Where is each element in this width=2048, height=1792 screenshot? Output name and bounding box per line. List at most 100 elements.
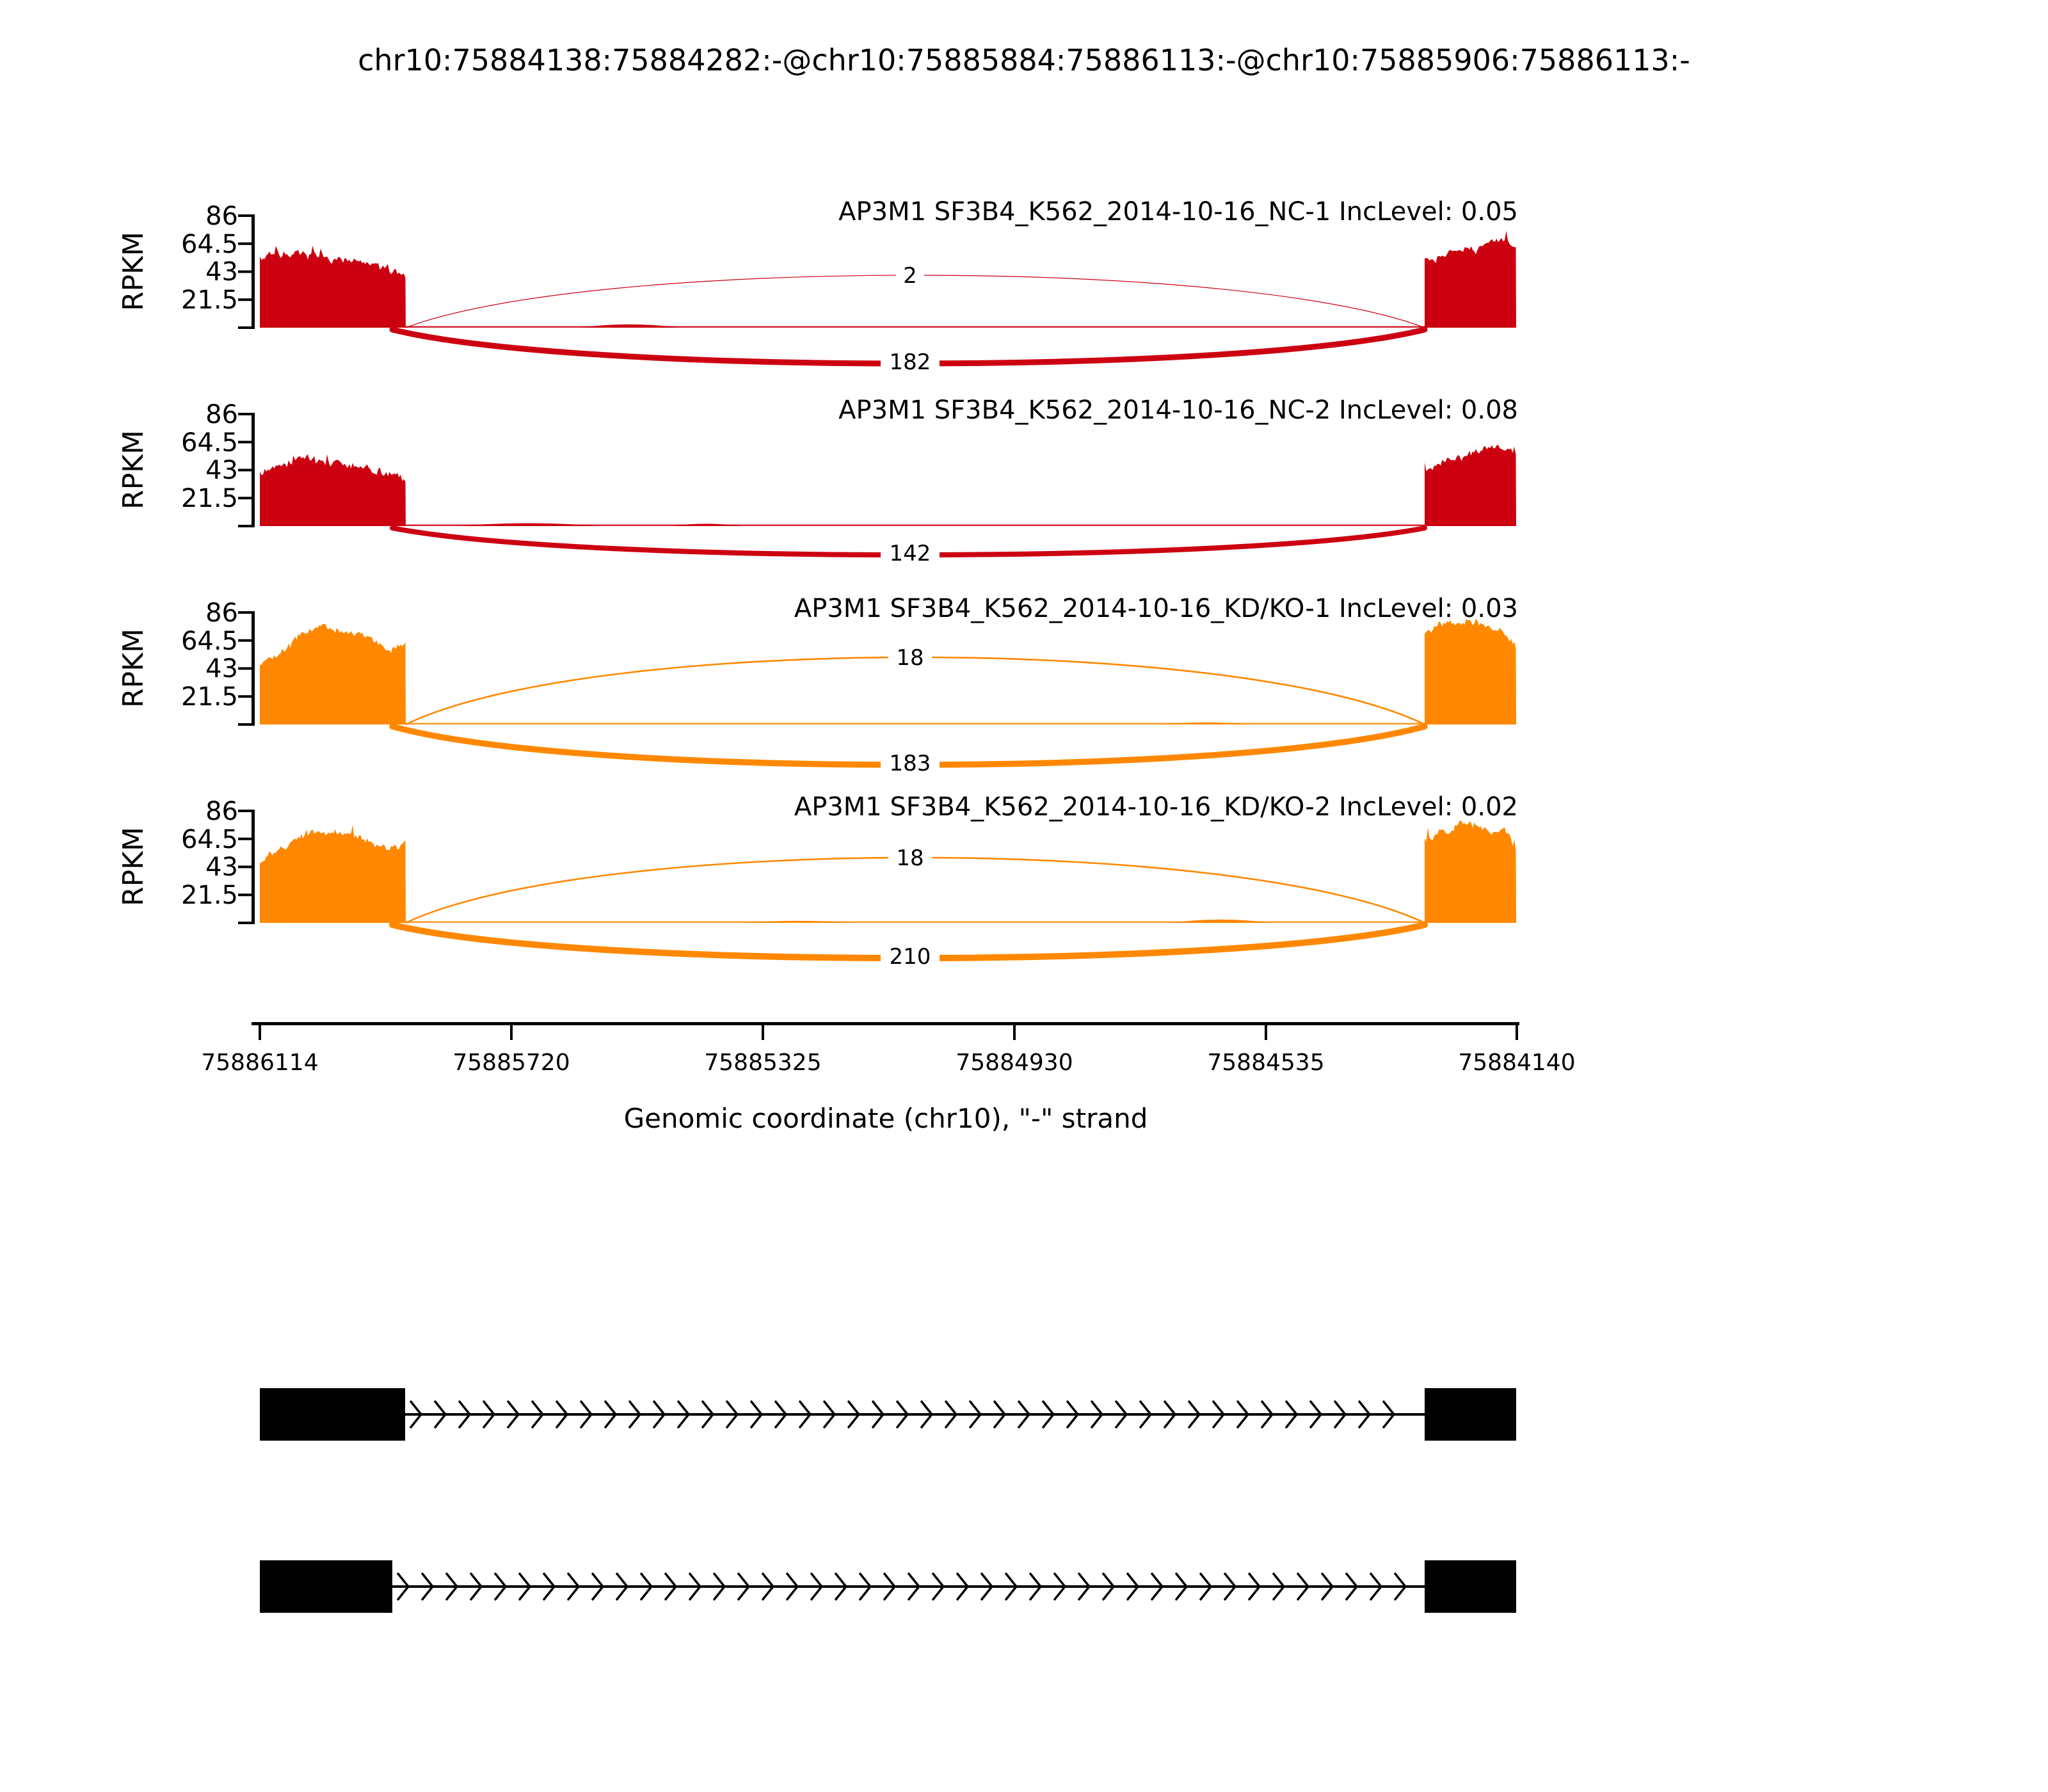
y-axis-label: RPKM (117, 827, 150, 906)
intron-baseline (406, 524, 1425, 526)
y-tick-label: 21.5 (181, 285, 238, 315)
intron-line (405, 1413, 1425, 1416)
strand-direction-chevron (653, 1400, 666, 1428)
strand-direction-chevron (640, 1572, 653, 1601)
x-tick-label: 75885325 (704, 1050, 821, 1076)
strand-direction-chevron (762, 1572, 775, 1601)
strand-direction-chevron (1175, 1572, 1188, 1601)
track-title: AP3M1 SF3B4_K562_2014-10-16_NC-2 IncLeve… (838, 396, 1518, 425)
intron-baseline (406, 723, 1425, 724)
strand-direction-chevron (1248, 1572, 1261, 1601)
strand-direction-chevron (701, 1400, 715, 1428)
junction-count-bottom: 182 (881, 348, 940, 376)
strand-direction-chevron (531, 1400, 545, 1428)
y-axis-label: RPKM (117, 628, 150, 708)
junction-count-label: 142 (890, 541, 931, 566)
junction-label-bg (881, 942, 940, 970)
junction-label-bg (881, 749, 940, 777)
y-tick-label: 64.5 (181, 428, 238, 458)
strand-direction-chevron (872, 1400, 885, 1428)
strand-direction-chevron (920, 1400, 934, 1428)
isoform-1 (260, 1388, 1516, 1441)
coverage-area-right-exon (1425, 618, 1516, 724)
x-tick-label: 75884535 (1207, 1050, 1324, 1076)
x-axis-graphics (252, 1022, 1519, 1040)
strand-direction-chevron (823, 1400, 836, 1428)
strand-direction-chevron (980, 1572, 994, 1601)
y-axis-tick (238, 413, 252, 415)
x-axis-tick (1265, 1024, 1267, 1040)
strand-direction-chevron (1066, 1400, 1080, 1428)
strand-direction-chevron (1115, 1400, 1128, 1428)
exon-box-right (1425, 1560, 1516, 1613)
strand-direction-chevron (932, 1572, 945, 1601)
strand-direction-chevron (1224, 1572, 1237, 1601)
y-axis-tick (238, 298, 252, 301)
y-axis-tick (238, 837, 252, 840)
y-axis-label: RPKM (117, 232, 150, 311)
junction-count-bottom: 210 (881, 942, 940, 970)
strand-direction-chevron (945, 1400, 958, 1428)
plot-graphics (238, 214, 1519, 1613)
gene-model (260, 1388, 1516, 1613)
y-axis-spine (252, 214, 255, 329)
y-axis-spine (252, 611, 255, 726)
exon-box-left (260, 1560, 392, 1613)
y-axis-tick (238, 525, 252, 527)
strand-direction-chevron (483, 1400, 496, 1428)
y-tick-label: 64.5 (181, 825, 238, 854)
strand-direction-chevron (556, 1400, 569, 1428)
strand-direction-chevron (1358, 1400, 1372, 1428)
y-axis-tick (238, 242, 252, 245)
y-tick-label: 43 (205, 654, 238, 684)
y-axis-tick (238, 270, 252, 273)
strand-direction-chevron (410, 1400, 423, 1428)
strand-direction-chevron (799, 1400, 812, 1428)
x-tick-label: 75885720 (452, 1050, 570, 1076)
strand-direction-chevron (616, 1572, 629, 1601)
junction-count-label: 2 (903, 263, 917, 289)
intron-baseline (406, 326, 1425, 328)
junction-count-top: 2 (896, 261, 924, 289)
intron-baseline (406, 921, 1425, 923)
x-axis-tick (510, 1024, 513, 1040)
strand-direction-chevron (518, 1572, 532, 1601)
strand-direction-chevron (689, 1572, 702, 1601)
strand-direction-chevron (883, 1572, 897, 1601)
strand-direction-chevron (1345, 1572, 1359, 1601)
y-tick-label: 86 (205, 400, 238, 429)
strand-direction-chevron (397, 1572, 410, 1601)
y-tick-label: 21.5 (181, 682, 238, 712)
strand-direction-chevron (774, 1400, 788, 1428)
strand-direction-chevron (1297, 1572, 1310, 1601)
track-graphics-nc-2 (238, 413, 1516, 557)
junction-count-label: 182 (890, 349, 931, 375)
strand-direction-chevron (421, 1572, 435, 1601)
strand-direction-chevron (1236, 1400, 1250, 1428)
y-tick-label: 21.5 (181, 881, 238, 910)
strand-direction-chevron (726, 1400, 739, 1428)
x-tick-label: 75886114 (201, 1050, 318, 1076)
strand-direction-chevron (567, 1572, 580, 1601)
x-axis-line (252, 1022, 1519, 1025)
junction-count-bottom: 142 (881, 539, 940, 567)
x-axis-tick (1013, 1024, 1016, 1040)
track-graphics-nc-1 (238, 214, 1516, 367)
exon-box-left (260, 1388, 405, 1441)
strand-direction-chevron (1199, 1572, 1213, 1601)
coverage-area-right-exon (1425, 445, 1516, 526)
strand-direction-chevron (1078, 1572, 1091, 1601)
junction-count-top: 18 (888, 643, 932, 671)
y-tick-label: 43 (205, 852, 238, 882)
strand-direction-chevron (580, 1400, 593, 1428)
x-axis-label: Genomic coordinate (chr10), "-" strand (624, 1103, 1148, 1134)
strand-direction-chevron (445, 1572, 459, 1601)
track-title: AP3M1 SF3B4_K562_2014-10-16_KD/KO-1 IncL… (794, 594, 1518, 623)
track-graphics-kd-ko-1 (238, 611, 1516, 768)
intron-coverage-bump (579, 324, 681, 328)
intron-coverage-bump (1170, 919, 1272, 923)
y-tick-label: 86 (205, 598, 238, 628)
strand-direction-chevron (847, 1400, 861, 1428)
y-tick-label: 86 (205, 797, 238, 826)
